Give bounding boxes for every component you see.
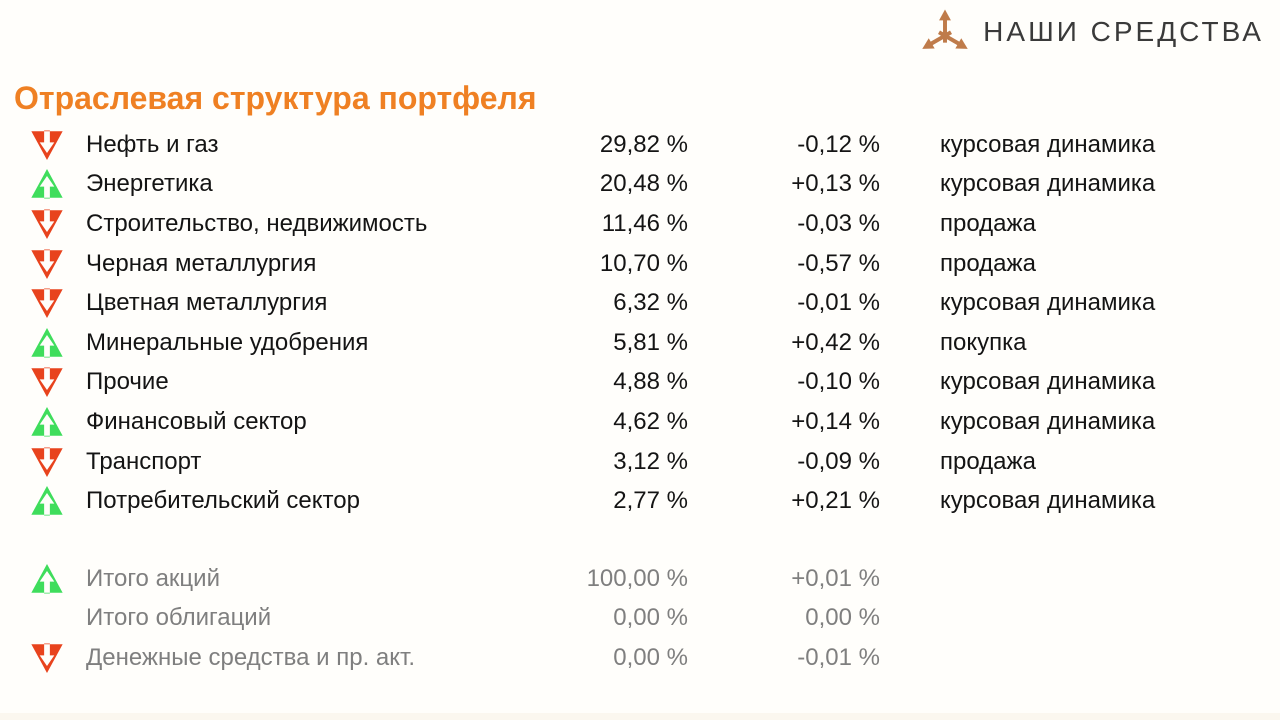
sector-share: 29,82 % — [599, 130, 688, 158]
sector-name: Энергетика — [86, 170, 213, 198]
sector-share: 5,81 % — [613, 328, 688, 356]
trend-down-icon — [30, 447, 86, 477]
brand-header: НАШИ СРЕДСТВА — [919, 6, 1264, 58]
trend-up-icon — [30, 327, 86, 358]
trend-down-icon — [30, 367, 86, 398]
table-row: Прочие 4,88 % -0,10 % курсовая динамика — [0, 363, 1280, 403]
table-row: Финансовый сектор 4,62 % +0,14 % курсова… — [0, 402, 1280, 442]
trend-up-icon — [30, 486, 86, 516]
sector-share: 10,70 % — [599, 249, 688, 277]
sector-change: +0,14 % — [791, 407, 880, 435]
sector-name: Финансовый сектор — [86, 407, 307, 435]
sector-action: продажа — [940, 447, 1036, 475]
sector-change: -0,10 % — [797, 368, 880, 396]
table-row: Транспорт 3,12 % -0,09 % продажа — [0, 442, 1280, 482]
sector-rows: Нефть и газ 29,82 % -0,12 % курсовая дин… — [0, 125, 1280, 521]
sector-change: -0,57 % — [797, 249, 880, 277]
sector-action: курсовая динамика — [940, 487, 1156, 515]
sector-name: Нефть и газ — [86, 130, 219, 158]
table-row: Энергетика 20,48 % +0,13 % курсовая дина… — [0, 165, 1280, 205]
sector-share: 4,88 % — [613, 368, 688, 396]
sector-name: Минеральные удобрения — [86, 328, 369, 356]
total-name: Итого облигаций — [86, 604, 272, 632]
sector-change: -0,09 % — [797, 447, 880, 475]
trend-down-icon — [30, 249, 86, 279]
sector-name: Потребительский сектор — [86, 487, 360, 515]
sector-name: Транспорт — [86, 447, 202, 475]
sector-change: +0,42 % — [791, 328, 880, 356]
total-change: +0,01 % — [791, 564, 880, 592]
sector-action: курсовая динамика — [940, 407, 1156, 435]
sector-share: 2,77 % — [613, 487, 688, 515]
total-change: 0,00 % — [805, 604, 880, 632]
total-change: -0,01 % — [797, 643, 880, 671]
sector-change: -0,01 % — [797, 289, 880, 317]
total-row: Итого облигаций 0,00 % 0,00 % — [0, 599, 1280, 639]
sector-share: 3,12 % — [613, 447, 688, 475]
sector-name: Прочие — [86, 368, 169, 396]
sector-action: продажа — [940, 249, 1036, 277]
sector-share: 4,62 % — [613, 407, 688, 435]
sector-change: +0,13 % — [791, 170, 880, 198]
sector-change: -0,12 % — [797, 130, 880, 158]
page-title: Отраслевая структура портфеля — [14, 80, 537, 116]
trend-down-icon — [30, 643, 86, 673]
total-name: Денежные средства и пр. акт. — [86, 643, 416, 671]
sector-action: курсовая динамика — [940, 289, 1156, 317]
sector-table: Нефть и газ 29,82 % -0,12 % курсовая дин… — [0, 125, 1280, 678]
sector-action: покупка — [940, 328, 1027, 356]
sector-share: 6,32 % — [613, 289, 688, 317]
footer-divider — [0, 713, 1280, 720]
trend-down-icon — [30, 288, 86, 319]
total-row: Денежные средства и пр. акт. 0,00 % -0,0… — [0, 638, 1280, 678]
sector-change: -0,03 % — [797, 209, 880, 237]
table-row: Нефть и газ 29,82 % -0,12 % курсовая дин… — [0, 125, 1280, 165]
sector-action: курсовая динамика — [940, 130, 1156, 158]
trend-down-icon — [30, 209, 86, 239]
total-share: 0,00 % — [613, 643, 688, 671]
totals-section: Итого акций 100,00 % +0,01 % Итого облиг… — [0, 559, 1280, 678]
total-share: 100,00 % — [586, 564, 688, 592]
sector-name: Черная металлургия — [86, 249, 317, 277]
sector-share: 20,48 % — [599, 170, 688, 198]
trend-up-icon — [30, 406, 86, 437]
sector-action: продажа — [940, 209, 1036, 237]
table-row: Минеральные удобрения 5,81 % +0,42 % пок… — [0, 323, 1280, 363]
sector-name: Строительство, недвижимость — [86, 209, 428, 237]
trend-down-icon — [30, 130, 86, 160]
total-name: Итого акций — [86, 564, 220, 592]
table-row: Черная металлургия 10,70 % -0,57 % прода… — [0, 244, 1280, 284]
trend-up-icon — [30, 563, 86, 594]
total-share: 0,00 % — [613, 604, 688, 632]
total-row: Итого акций 100,00 % +0,01 % — [0, 559, 1280, 599]
company-logo-icon — [919, 9, 972, 56]
company-logo-text: НАШИ СРЕДСТВА — [983, 16, 1264, 47]
sector-name: Цветная металлургия — [86, 289, 328, 317]
sector-change: +0,21 % — [791, 487, 880, 515]
table-row: Цветная металлургия 6,32 % -0,01 % курсо… — [0, 283, 1280, 323]
sector-action: курсовая динамика — [940, 170, 1156, 198]
sector-action: курсовая динамика — [940, 368, 1156, 396]
sector-share: 11,46 % — [601, 209, 688, 237]
table-row: Строительство, недвижимость 11,46 % -0,0… — [0, 204, 1280, 244]
table-row: Потребительский сектор 2,77 % +0,21 % ку… — [0, 481, 1280, 521]
trend-up-icon — [30, 169, 86, 199]
